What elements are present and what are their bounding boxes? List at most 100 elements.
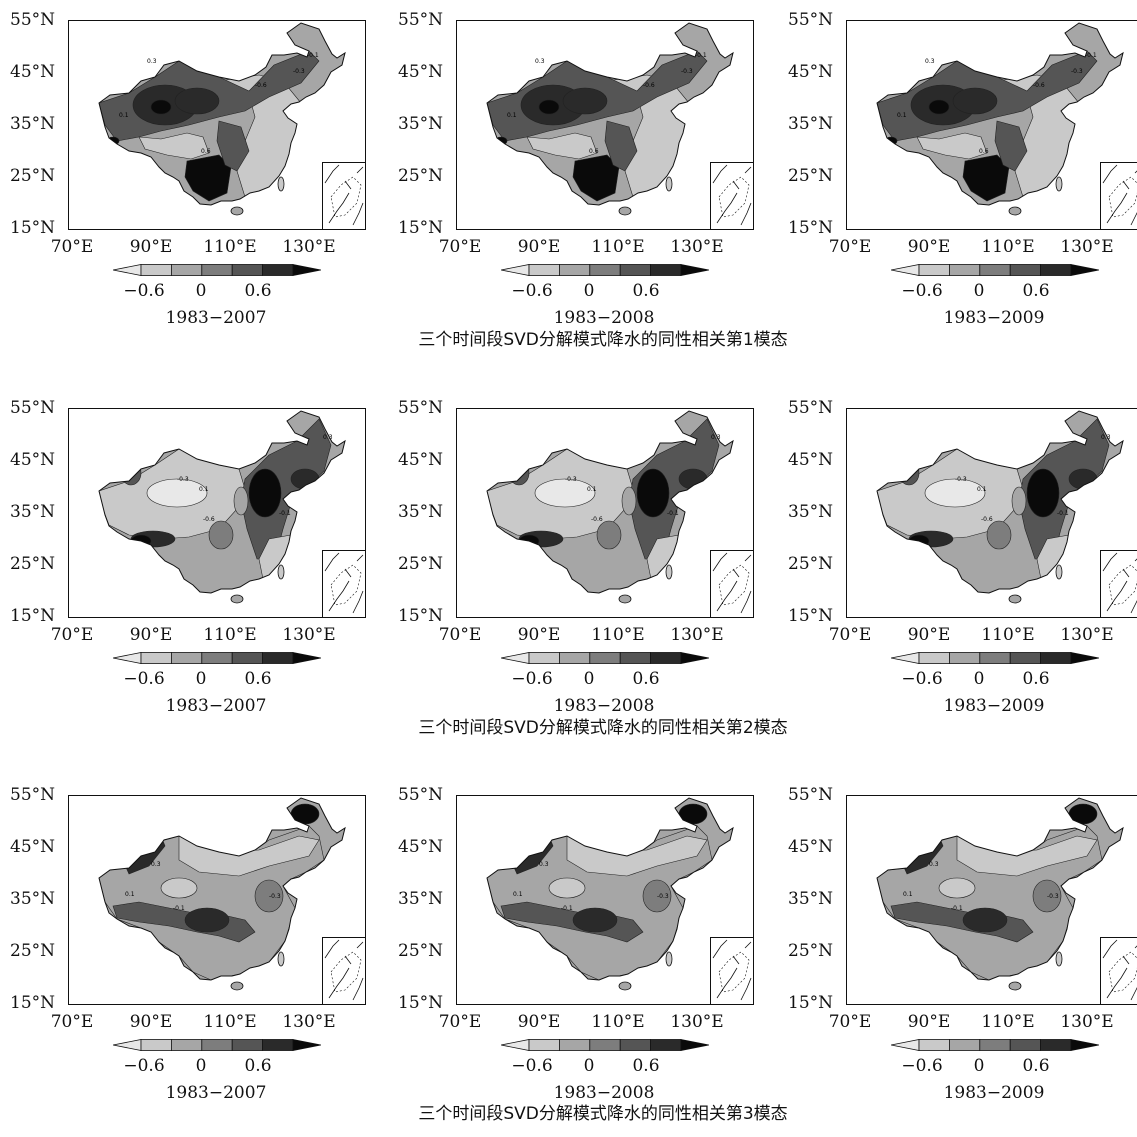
- longitude-label: 110°E: [981, 625, 1035, 645]
- colorbar-swatch: [979, 652, 1011, 664]
- contour-label: -0.3: [565, 476, 577, 483]
- mode-caption: 三个时间段SVD分解模式降水的同性相关第1模态: [418, 330, 788, 350]
- colorbar-tick-label: −0.6: [123, 281, 165, 301]
- contour-region: [150, 99, 172, 115]
- longitude-label: 90°E: [517, 1012, 561, 1032]
- colorbar-swatch: [231, 264, 263, 276]
- colorbar-swatch: [949, 1039, 981, 1051]
- contour-region: [534, 478, 596, 508]
- colorbar-tick-label: −0.6: [123, 1056, 165, 1076]
- colorbar-swatch: [589, 264, 621, 276]
- inset-boundary: [718, 176, 750, 218]
- longitude-label: 130°E: [282, 1012, 336, 1032]
- contour-region: [1032, 879, 1062, 913]
- colorbar-swatch: [1040, 652, 1072, 664]
- inset-coastline: [1102, 939, 1137, 1001]
- country-outline: [876, 410, 1124, 594]
- country-outline: [486, 410, 734, 594]
- longitude-label: 110°E: [591, 625, 645, 645]
- period-label: 1983−2009: [943, 1083, 1045, 1103]
- longitude-label: 70°E: [828, 237, 872, 257]
- longitude-label: 130°E: [1060, 625, 1114, 645]
- map-frame: -0.3 0.3 -0.1 -0.6 0.1: [846, 408, 1137, 618]
- contour-region: [548, 877, 586, 899]
- longitude-label: 130°E: [282, 625, 336, 645]
- inset-coastline: [712, 552, 752, 614]
- colorbar-tick-label: 0: [583, 1056, 595, 1076]
- colorbar-swatch: [262, 1039, 294, 1051]
- colorbar: [113, 264, 321, 276]
- inset-boundary: [718, 564, 750, 606]
- contour-region: [562, 87, 608, 115]
- taiwan-island: [1055, 176, 1063, 192]
- longitude-label: 130°E: [282, 237, 336, 257]
- latitude-label: 35°N: [10, 889, 56, 909]
- latitude-label: 25°N: [10, 166, 56, 186]
- contour-label: -0.3: [1047, 893, 1059, 900]
- map-panel: 55°N 45°N 35°N 25°N 15°N 70°E 90°E 110°E 130°E 0.…: [388, 0, 763, 327]
- colorbar-swatch: [171, 1039, 203, 1051]
- colorbar-swatch: [231, 652, 263, 664]
- longitude-label: 90°E: [907, 1012, 951, 1032]
- colorbar-swatch: [1009, 652, 1041, 664]
- inset-coastline: [324, 552, 364, 614]
- colorbar-tick-label: 0.6: [244, 281, 272, 301]
- contour-label: 0.1: [897, 112, 907, 119]
- latitude-label: 25°N: [788, 166, 834, 186]
- contour-label: -0.3: [177, 476, 189, 483]
- colorbar-swatch: [589, 1039, 621, 1051]
- contour-region: [962, 154, 1010, 202]
- colorbar-low-arrow: [891, 652, 920, 664]
- colorbar-swatch: [201, 1039, 233, 1051]
- colorbar-tick-label: 0: [583, 669, 595, 689]
- taiwan-island: [665, 176, 673, 192]
- colorbar-tick-label: 0: [973, 1056, 985, 1076]
- country-outline: [876, 797, 1124, 981]
- map-frame: 0.3 0.1 -0.1 -0.3: [68, 795, 366, 1005]
- latitude-label: 45°N: [398, 62, 444, 82]
- country-outline: [98, 410, 346, 594]
- latitude-label: 45°N: [398, 450, 444, 470]
- contour-region: [1068, 803, 1098, 825]
- country-outline: [98, 22, 346, 206]
- inset-coastline: [712, 164, 752, 226]
- contour-label: -0.1: [1085, 52, 1097, 59]
- contour-region: [254, 879, 284, 913]
- contour-region: [678, 803, 708, 825]
- longitude-label: 90°E: [129, 625, 173, 645]
- colorbar-swatch: [559, 1039, 591, 1051]
- inset-boundary: [1108, 951, 1137, 993]
- period-label: 1983−2007: [165, 308, 267, 328]
- colorbar-low-arrow: [501, 652, 530, 664]
- longitude-label: 110°E: [591, 237, 645, 257]
- colorbar-swatch: [1040, 1039, 1072, 1051]
- colorbar-swatch: [528, 1039, 560, 1051]
- latitude-label: 25°N: [398, 554, 444, 574]
- longitude-label: 130°E: [670, 1012, 724, 1032]
- mode-caption: 三个时间段SVD分解模式降水的同性相关第3模态: [418, 1104, 788, 1124]
- contour-label: 0.1: [199, 486, 209, 493]
- contour-region: [986, 520, 1012, 550]
- hainan-island: [1008, 981, 1022, 991]
- longitude-label: 110°E: [203, 1012, 257, 1032]
- latitude-label: 35°N: [788, 889, 834, 909]
- longitude-label: 90°E: [129, 1012, 173, 1032]
- contour-region: [938, 877, 976, 899]
- contour-label: 0.6: [589, 148, 599, 155]
- contour-region: [621, 486, 637, 516]
- taiwan-island: [277, 564, 285, 580]
- hainan-island: [230, 594, 244, 604]
- colorbar-tick-label: 0.6: [244, 1056, 272, 1076]
- country-outline: [876, 22, 1124, 206]
- longitude-label: 90°E: [907, 625, 951, 645]
- longitude-label: 70°E: [438, 237, 482, 257]
- colorbar-swatch: [619, 652, 651, 664]
- colorbar-swatch: [140, 652, 172, 664]
- latitude-label: 55°N: [398, 10, 444, 30]
- contour-map: -0.3 0.3 -0.1 -0.6 0.1: [98, 410, 346, 604]
- map-panel: 55°N 45°N 35°N 25°N 15°N 70°E 90°E 110°E 130°E -0…: [0, 388, 375, 715]
- period-label: 1983−2008: [553, 1083, 655, 1103]
- south-china-sea-inset: [710, 162, 753, 229]
- longitude-label: 110°E: [981, 237, 1035, 257]
- colorbar-swatch: [979, 1039, 1011, 1051]
